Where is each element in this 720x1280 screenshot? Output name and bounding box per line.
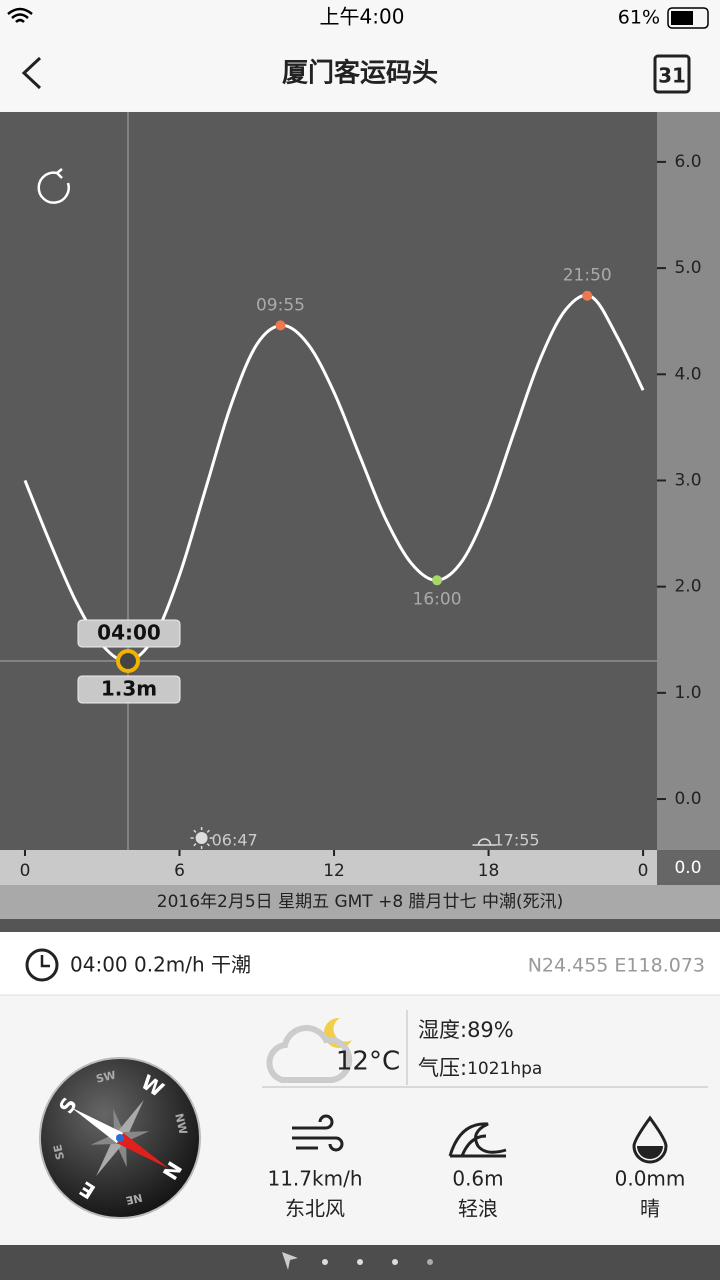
wave-level: 轻浪 [458, 1197, 498, 1221]
y-tick-label: 1.0 [674, 683, 701, 703]
info-row [0, 932, 720, 995]
x-tick-label: 18 [478, 861, 500, 881]
nav-title: 厦门客运码头 [282, 58, 438, 89]
pressure: 气压:1021hpa [418, 1056, 542, 1080]
sunset-icon [472, 838, 497, 846]
y-tick-label: 4.0 [674, 364, 701, 384]
extreme-point [275, 320, 286, 331]
y-tick-label: 5.0 [674, 258, 701, 278]
compass-star [96, 1134, 126, 1177]
extreme-point [582, 290, 593, 301]
refresh-button[interactable] [37, 168, 70, 204]
cursor-point [116, 648, 141, 673]
sun [195, 832, 208, 844]
rain: 0.0mm [615, 1167, 686, 1191]
extreme-label: 09:55 [256, 295, 305, 315]
status-time: 上午4:00 [320, 5, 405, 29]
x-tick-label: 12 [323, 861, 345, 881]
needle-north [116, 1132, 170, 1169]
weather-icon [266, 1017, 353, 1083]
calendar-day: 31 [658, 64, 686, 88]
sun-ray [193, 843, 197, 847]
clock-icon [25, 948, 59, 982]
extreme-label: 21:50 [563, 266, 612, 286]
battery-icon [667, 7, 709, 29]
date-bar [0, 885, 720, 919]
separator [0, 919, 720, 932]
date-text: 2016年2月5日 星期五 GMT +8 腊月廿七 中潮(死汛) [157, 892, 563, 912]
x-tick-label: 0 [20, 861, 31, 881]
cursor-value: 1.3m [101, 676, 157, 700]
y-axis-bg [657, 112, 720, 850]
pressure-label: 气压: [418, 1056, 467, 1080]
humidity: 湿度:89% [418, 1018, 514, 1042]
wind-direction: 东北风 [285, 1197, 345, 1221]
battery-text: 61% [618, 7, 660, 29]
y-tick-label: 0.0 [674, 789, 701, 809]
sun-ray [206, 843, 210, 847]
y-tick-label: 2.0 [674, 577, 701, 597]
drop-icon [632, 1115, 668, 1164]
sunrise-label: 06:47 [212, 831, 258, 850]
wave-height: 0.6m [452, 1167, 503, 1191]
wind-icon [292, 1114, 344, 1152]
sunrise-icon [190, 827, 213, 849]
calendar-button[interactable] [653, 54, 691, 94]
temperature: 12°C [336, 1047, 400, 1077]
page-dot[interactable] [357, 1259, 363, 1265]
wave-icon [448, 1122, 507, 1158]
compass-star [114, 1099, 144, 1142]
extreme-point [432, 575, 443, 586]
cursor-time-box [77, 619, 181, 648]
compass-label: NE [124, 1191, 143, 1207]
y-tick-label: 3.0 [674, 470, 701, 490]
compass-label: SE [51, 1143, 67, 1161]
page-dot[interactable] [392, 1259, 398, 1265]
cursor-value-box [77, 675, 181, 704]
page-dot[interactable] [427, 1259, 433, 1265]
sun [472, 838, 497, 846]
location-page[interactable] [282, 1252, 298, 1270]
battery-level [671, 11, 693, 25]
drop-fill [637, 1146, 663, 1159]
x-tick-label: 6 [174, 861, 185, 881]
extreme-label: 16:00 [413, 589, 462, 609]
sun-ray [193, 829, 197, 833]
current-info: 04:00 0.2m/h 干潮 [70, 953, 251, 977]
compass-label: SW [95, 1069, 117, 1086]
clock-hands [40, 955, 50, 968]
x-tick-label: 0 [638, 861, 649, 881]
x-axis-bg [0, 850, 657, 885]
page-dot[interactable] [322, 1259, 328, 1265]
sun-ray [206, 829, 210, 833]
cursor-time: 04:00 [97, 620, 161, 644]
wind-speed: 11.7km/h [267, 1167, 362, 1191]
needle-south [70, 1107, 124, 1144]
header-bg [0, 0, 720, 110]
pressure-value: 1021hpa [467, 1059, 542, 1079]
wifi-icon [7, 7, 33, 23]
needle-pin [116, 1134, 124, 1142]
corner-bg [657, 850, 720, 885]
compass-label: NW [172, 1112, 189, 1136]
y-tick-label: 6.0 [674, 152, 701, 172]
sunset-label: 17:55 [494, 831, 540, 850]
back-button[interactable] [21, 56, 42, 90]
coordinates: N24.455 E118.073 [528, 955, 705, 977]
sky: 晴 [640, 1197, 660, 1221]
corner-label: 0.0 [674, 858, 701, 878]
chart-bg [0, 112, 657, 850]
